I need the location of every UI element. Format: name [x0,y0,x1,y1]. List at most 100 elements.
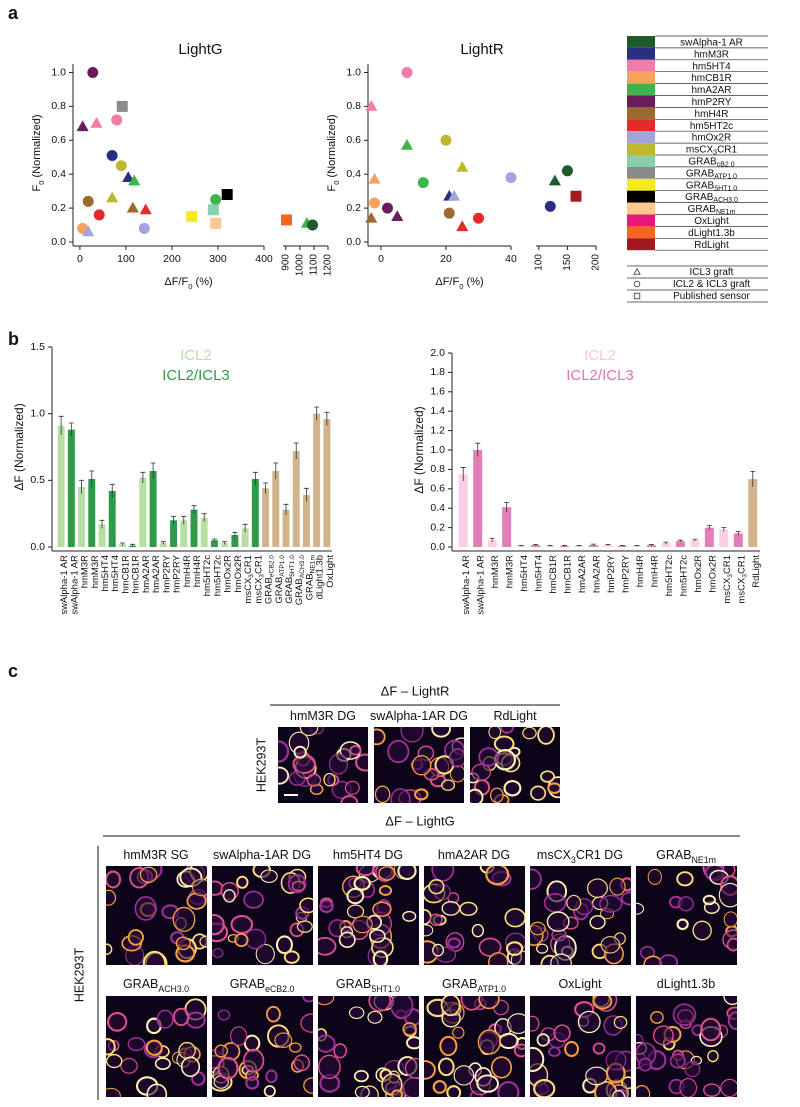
x-axis-title-part: ΔF/F [164,276,188,288]
micrograph-cell [513,1043,525,1058]
micrograph-cell [652,1025,674,1046]
x-tick-label-part: eCB2.0 [269,555,276,577]
legend-swatch [627,202,655,215]
x-tick-label: hmCB1R [130,555,141,594]
legend-label-part: GRAB [688,156,717,167]
image-label-part: GRAB [656,848,691,862]
bar [292,451,300,547]
micrograph-cell [199,935,207,948]
micrograph-cell [397,866,417,881]
y-tick-label: 1.0 [430,444,445,456]
y-tick-label: 1.5 [30,341,45,353]
legend-label: hmOx2R [692,132,731,143]
bar [108,491,116,547]
micrograph-cell [620,891,631,906]
micrograph [424,866,525,965]
x-tick-label-part: swAlpha-1 AR [69,555,80,615]
x-tick-label: hm5HT2c [678,555,689,596]
x-tick-label: 200 [591,254,602,271]
scatter-point [307,219,319,231]
error-bar [222,541,228,545]
y-tick-label: 0.4 [346,168,361,180]
micrograph-cell [441,901,461,916]
y-axis-title: ΔF (Normalized) [412,406,426,493]
image-label-part: ATP1.0 [477,984,506,994]
micrograph-cell [120,1057,138,1074]
micrograph-cell [400,727,424,743]
error-bar [677,539,683,543]
image-label-part: NE1m [692,855,716,865]
micrograph-cell [540,770,555,783]
x-tick-label: 1200 [323,254,334,277]
micrograph-cell [378,866,396,881]
x-tick-label-part: OxLight [324,555,335,588]
x-tick-label: 100 [117,253,135,265]
micrograph-cell [352,915,373,934]
micrograph-cell [478,747,499,767]
micrograph-cell [178,1041,196,1060]
bar [262,488,270,547]
scatter-point [440,134,452,146]
legend-label-part: GRAB [686,168,715,179]
legend-label-part: hm5HT2c [690,120,733,131]
error-bar [252,471,258,486]
x-tick-label-part: hm5HT2c [202,555,213,596]
micrograph-cell [613,1015,628,1029]
legend-label-part: msCX [686,144,714,155]
micrograph-cell [432,943,445,957]
micrograph [530,866,631,965]
micrograph-cell [684,1061,701,1078]
x-tick-label: GRABeCB2.0 [263,555,276,604]
micrograph-cell [498,1032,519,1050]
image-label-part: swAlpha-1AR DG [213,848,311,862]
x-tick-label-part: hmP2RY [171,554,182,593]
error-bar [283,503,289,515]
x-tick-label: swAlpha-1 AR [461,555,472,615]
legend-swatch [627,119,655,132]
legend-label: RdLight [694,239,729,250]
legend-label: GRABcB2.0 [688,156,734,169]
micrograph-cell [530,1015,540,1032]
micrograph-cell [440,996,461,1017]
scatter-point [210,194,222,206]
scatter-point [281,214,293,226]
x-tick-label: GRABATP1.0 [273,555,286,604]
micrograph-cell [530,785,547,801]
x-tick-label: hmCB1R [120,555,131,594]
error-bar [150,462,156,479]
micrograph-cell [278,766,290,785]
x-tick-label-part: hmH4R [634,555,645,587]
x-tick-label-part: hm5HT2c [678,555,689,596]
micrograph-cell [353,876,371,891]
micrograph-cell [658,954,679,965]
micrograph-cell [550,953,572,965]
error-bar [619,545,625,547]
micrograph [530,996,631,1097]
legend-swatch [627,178,655,191]
micrograph-cell [391,1089,404,1097]
y-tick-label: 1.0 [51,66,66,78]
error-bar [735,531,741,536]
x-tick-label-part: hmH4R [649,555,660,587]
x-tick-label: hmA2AR [151,555,162,593]
image-label-part: hmM3R DG [290,709,356,723]
y-axis-title-part: (Normalized) [326,114,338,180]
micrograph-cell [402,1076,419,1097]
legend-label: Published sensor [673,291,750,302]
micrograph-cell [537,727,555,745]
micrograph-cell [292,754,317,775]
micrograph-cell [432,1079,447,1094]
micrograph-cell [139,866,158,883]
micrograph-cell [589,915,606,930]
error-bar [576,545,582,547]
bar [719,529,729,547]
micrograph-cell [488,952,509,965]
image-label: GRABACH3.0 [123,977,189,994]
micrograph-cell [431,727,451,738]
error-bar [68,422,74,437]
micrograph-cell [156,1009,174,1029]
micrograph-cell [260,869,278,883]
x-tick-label: hmM3R [89,555,100,588]
x-tick-label: hmA2AR [577,555,588,593]
x-axis-title-part: 0 [459,282,463,291]
